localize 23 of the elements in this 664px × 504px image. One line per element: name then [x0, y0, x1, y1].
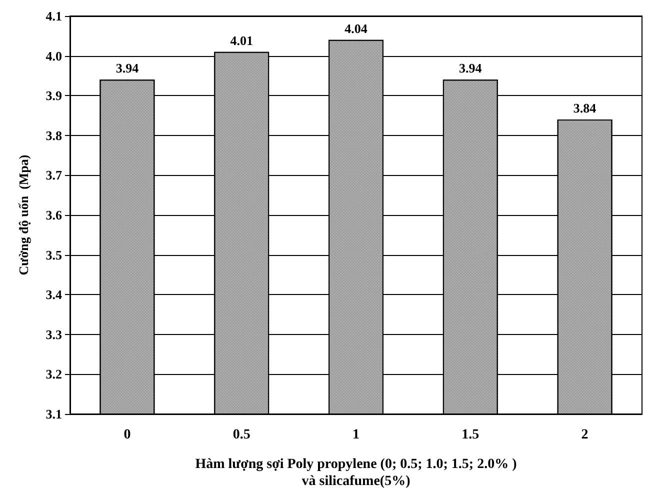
- data-label: 4.04: [344, 20, 368, 36]
- y-tick-label: 3.2: [46, 366, 62, 382]
- y-tick-label: 3.6: [46, 208, 62, 222]
- x-tick-label: 0: [124, 428, 131, 442]
- x-tick-label: 1: [352, 428, 360, 442]
- y-tick-label: 3.5: [46, 247, 62, 262]
- y-tick-label: 3.4: [46, 287, 62, 302]
- y-tick-label: 3.7: [46, 168, 62, 183]
- x-tick-label: 1.5: [462, 428, 480, 442]
- y-tick-label: 4.0: [46, 48, 62, 64]
- y-tick-label: 4.1: [46, 8, 62, 24]
- data-label: 3.94: [116, 60, 140, 76]
- data-label: 3.94: [459, 60, 482, 76]
- x-tick-label: 0.5: [232, 428, 250, 442]
- y-axis-title: Cường độ uốn (Mpa): [16, 154, 31, 276]
- x-axis-title: Hàm lượng sợi Poly propylene (0; 0.5; 1.0; 1.5; 2.0% ) và silicafume(5%): [195, 457, 518, 489]
- data-label: 3.84: [573, 100, 597, 116]
- y-tick-label: 3.9: [46, 88, 62, 104]
- y-tick-label: 3.3: [46, 326, 62, 342]
- y-tick-label: 3.8: [46, 128, 62, 143]
- y-tick-label: 3.1: [46, 406, 62, 422]
- data-label: 4.01: [230, 32, 253, 48]
- x-tick-label: 2: [581, 428, 588, 442]
